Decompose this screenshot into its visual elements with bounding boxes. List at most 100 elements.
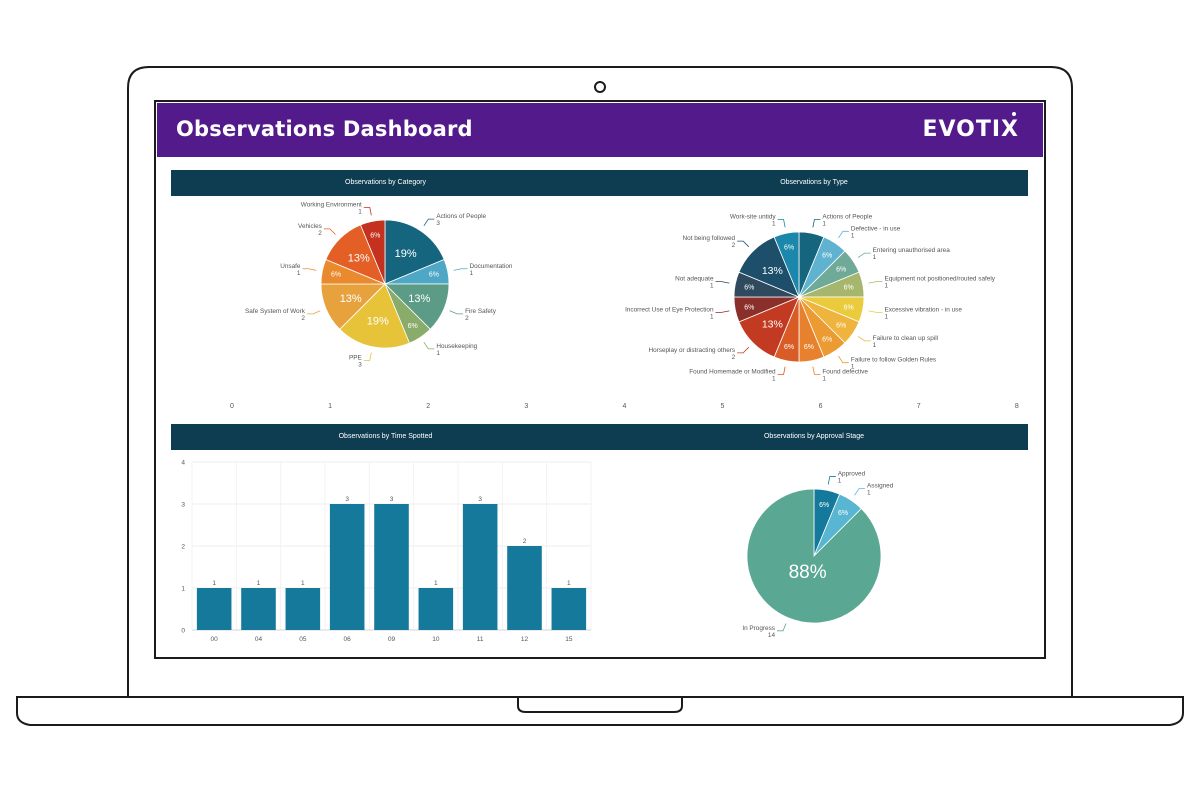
bar-y-tick-label: 4: [181, 460, 185, 467]
bar-y-tick-label: 3: [181, 502, 185, 509]
type-pie-value-label: 1: [710, 313, 714, 320]
approval-pie-percent-label: 6%: [838, 510, 848, 517]
type-pie-percent-label: 6%: [804, 344, 814, 351]
category-pie-value-label: 3: [436, 220, 440, 227]
type-pie-percent-label: 6%: [844, 304, 854, 311]
bar-x-tick-label: 12: [521, 636, 529, 643]
bar-data-label: 1: [434, 580, 438, 587]
category-pie-category-label: Documentation: [470, 263, 513, 270]
category-pie-category-label: PPE: [349, 355, 362, 362]
category-pie-leader-line: [323, 228, 336, 235]
bar: [551, 588, 587, 630]
type-pie-leader-line: [737, 346, 750, 354]
type-pie-percent-label: 13%: [762, 318, 783, 330]
approval-pie-value-label: 1: [838, 478, 842, 485]
logo-dot: [1012, 112, 1016, 116]
bar-x-tick-label: 10: [432, 636, 440, 643]
category-pie-percent-label: 13%: [340, 293, 362, 305]
bar-x-tick-label: 04: [255, 636, 263, 643]
panel-title-category: Observations by Category: [171, 170, 600, 196]
dashboard-screen: Observations Dashboard EVOTIX Observatio…: [157, 103, 1043, 656]
type-pie-category-label: Horseplay or distracting others: [648, 347, 735, 354]
category-pie-leader-line: [363, 207, 372, 216]
shared-axis-tick-label: 7: [917, 403, 921, 410]
category-pie-category-label: Safe System of Work: [245, 308, 306, 315]
type-pie-leader-line: [812, 219, 821, 228]
type-pie-leader-line: [857, 336, 871, 342]
shared-axis-tick-label: 0: [230, 403, 234, 410]
panel-title-type: Observations by Type: [600, 170, 1028, 196]
type-pie-category-label: Not being followed: [683, 235, 736, 242]
category-pie-value-label: 1: [470, 270, 474, 277]
category-pie-category-label: Unsafe: [280, 263, 301, 270]
bar-x-tick-label: 11: [477, 636, 484, 643]
bar-data-label: 1: [301, 580, 305, 587]
type-pie-category-label: Work-site untidy: [730, 214, 777, 221]
category-pie-percent-label: 13%: [408, 293, 430, 305]
type-pie-value-label: 1: [884, 313, 888, 320]
bar-data-label: 1: [257, 580, 261, 587]
bar-data-label: 2: [523, 538, 527, 545]
approval-pie-percent-label: 88%: [789, 562, 827, 583]
type-pie-value-label: 1: [884, 283, 888, 290]
type-pie-category-label: Equipment not positioned/routed safely: [884, 276, 995, 283]
type-pie-category-label: Failure to follow Golden Rules: [851, 357, 936, 364]
bar-x-tick-label: 00: [211, 636, 219, 643]
shared-axis-tick-label: 3: [524, 403, 528, 410]
category-pie-value-label: 2: [301, 315, 305, 322]
type-pie-percent-label: 13%: [762, 265, 783, 277]
category-pie-value-label: 2: [318, 230, 322, 237]
category-pie-value-label: 3: [358, 362, 362, 369]
type-pie-value-label: 1: [710, 283, 714, 290]
bar-data-label: 3: [478, 496, 482, 503]
category-pie-slice: [384, 219, 445, 285]
approval-pie-percent-label: 6%: [819, 502, 829, 509]
shared-axis-tick-label: 8: [1015, 403, 1019, 410]
bar: [418, 588, 454, 630]
bar-data-label: 3: [390, 496, 394, 503]
approval-pie-leader-line: [827, 476, 836, 485]
type-pie-leader-line: [715, 310, 730, 313]
category-pie-slice: [339, 283, 411, 349]
type-pie-percent-label: 6%: [822, 252, 832, 259]
type-pie-leader-line: [868, 310, 883, 313]
bar-y-tick-label: 1: [181, 586, 185, 593]
category-pie-leader-line: [302, 268, 317, 271]
category-pie-leader-line: [449, 310, 464, 315]
bar-x-tick-label: 06: [344, 636, 352, 643]
type-pie-value-label: 1: [772, 375, 776, 382]
category-pie-percent-label: 13%: [348, 253, 370, 265]
type-pie-leader-line: [838, 230, 849, 239]
type-pie-category-label: Defective - in use: [851, 225, 901, 232]
category-pie-value-label: 2: [465, 315, 469, 322]
category-pie-slice: [359, 219, 386, 285]
bar: [329, 504, 365, 630]
bar-x-tick-label: 09: [388, 636, 396, 643]
type-pie-leader-line: [812, 366, 821, 375]
category-pie-leader-line: [306, 310, 321, 315]
type-pie-category-label: Found defective: [822, 368, 868, 375]
category-pie-percent-label: 6%: [331, 272, 341, 279]
type-pie-percent-label: 6%: [744, 304, 754, 311]
type-pie-percent-label: 6%: [836, 323, 846, 330]
bar: [285, 588, 321, 630]
type-pie-category-label: Actions of People: [822, 214, 872, 221]
type-pie-category-label: Entering unauthorised area: [873, 247, 951, 254]
category-pie-leader-line: [423, 341, 435, 350]
type-pie-category-label: Not adequate: [675, 276, 714, 283]
category-pie-value-label: 1: [436, 350, 440, 357]
type-pie-leader-line: [857, 252, 871, 258]
type-pie-value-label: 1: [822, 221, 826, 228]
type-pie-category-label: Found Homemade or Modified: [689, 368, 776, 375]
type-pie-slice: [773, 231, 800, 298]
type-pie-category-label: Failure to clean up spill: [873, 335, 938, 342]
approval-pie-slice: [746, 488, 882, 624]
category-pie-category-label: Housekeeping: [436, 343, 477, 350]
panel-title-approval: Observations by Approval Stage: [600, 424, 1028, 450]
category-pie-category-label: Vehicles: [298, 223, 322, 230]
category-pie-value-label: 1: [297, 270, 301, 277]
shared-axis-tick-label: 5: [721, 403, 725, 410]
type-pie-category-label: Incorrect Use of Eye Protection: [625, 306, 714, 313]
type-pie-value-label: 1: [873, 254, 877, 261]
type-pie-leader-line: [777, 219, 786, 228]
